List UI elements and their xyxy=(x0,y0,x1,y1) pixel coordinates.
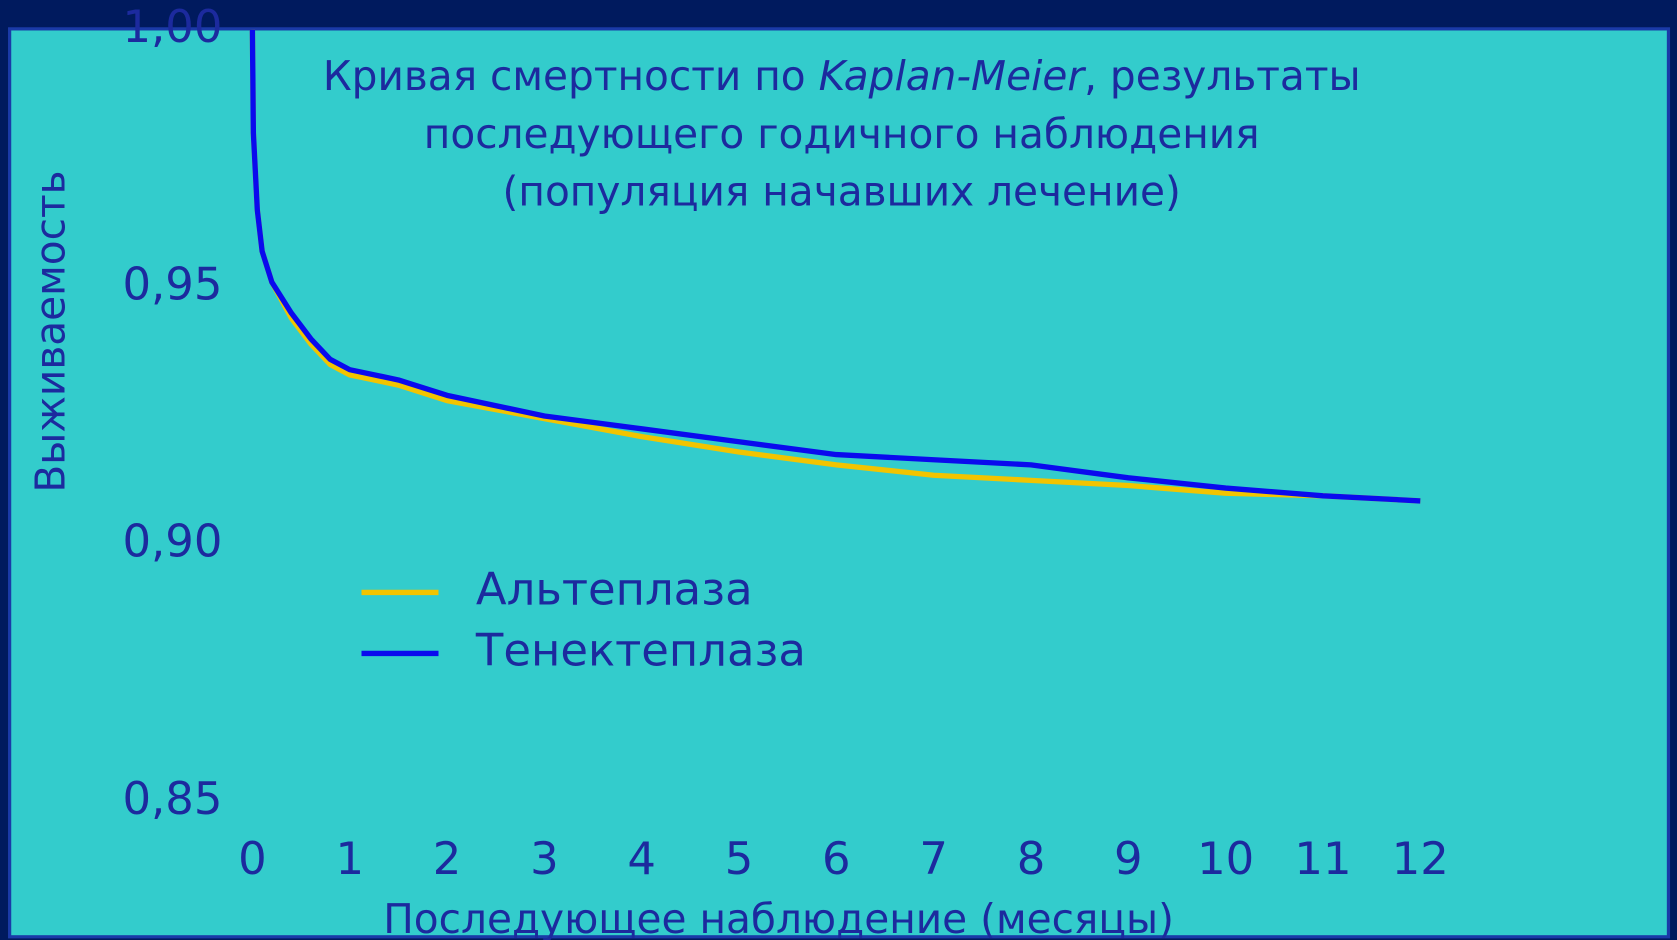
y-tick-label: 0,95 xyxy=(122,257,222,310)
y-tick-label: 0,90 xyxy=(122,515,222,568)
legend-label: Альтеплаза xyxy=(476,562,753,615)
x-tick-label: 10 xyxy=(1197,832,1254,885)
chart-title: (популяция начавших лечение) xyxy=(503,168,1181,216)
x-tick-label: 6 xyxy=(822,832,851,885)
x-tick-label: 12 xyxy=(1392,832,1449,885)
x-tick-label: 11 xyxy=(1294,832,1351,885)
x-tick-label: 8 xyxy=(1017,832,1046,885)
x-tick-label: 4 xyxy=(627,832,656,885)
x-tick-label: 0 xyxy=(238,832,267,885)
x-tick-label: 3 xyxy=(530,832,559,885)
title-part: Kaplan-Meier xyxy=(819,52,1087,100)
y-tick-label: 0,85 xyxy=(122,772,222,825)
x-tick-label: 2 xyxy=(433,832,462,885)
plot-layer: 0,850,900,951,000 1 2 3 4 5 6 7 8 9 10 11 12Альтепла… xyxy=(122,0,1448,885)
x-tick-label: 9 xyxy=(1114,832,1143,885)
survival-line xyxy=(249,29,1421,504)
x-tick-label: 7 xyxy=(919,832,948,885)
y-tick-label: 1,00 xyxy=(122,0,222,53)
chart-title: последующего годичного наблюдения xyxy=(424,110,1260,158)
y-axis-label: Выживаемость xyxy=(26,170,74,492)
chart-title: Кривая смертности по Kaplan-Meier, резул… xyxy=(323,52,1361,100)
x-tick-label: 1 xyxy=(335,832,364,885)
title-part: Кривая смертности по xyxy=(323,52,819,100)
x-axis-label: Последующее наблюдение (месяцы) xyxy=(383,895,1174,940)
legend-label: Тенектеплаза xyxy=(475,623,806,676)
x-tick-label: 5 xyxy=(725,832,754,885)
plot-panel xyxy=(8,27,1671,939)
title-part: , результаты xyxy=(1084,52,1360,100)
